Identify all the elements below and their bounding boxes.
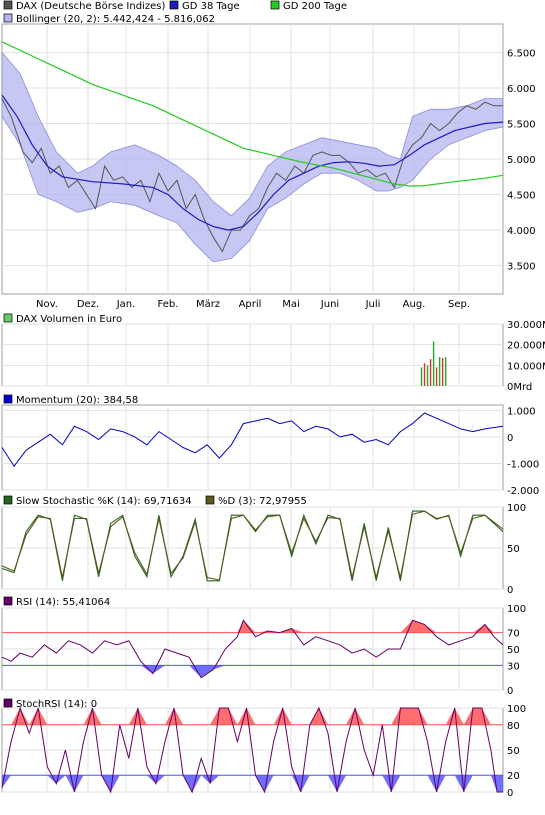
rsi-title: RSI (14): 55,41064 [16, 597, 110, 608]
momentum-ytick-label-1: 0 [507, 433, 513, 444]
stochrsi-ytick-label-4: 0 [507, 788, 513, 799]
x-tick-label-1: Dez. [77, 299, 99, 310]
stochastic-ytick-label-1: 50 [507, 544, 520, 555]
stochastic-ytick-label-2: 0 [507, 585, 513, 596]
x-tick-label-6: Mai [282, 299, 300, 310]
price-ytick-label-2: 5.500 [507, 119, 536, 130]
x-tick-label-10: Sep. [448, 299, 470, 310]
x-tick-label-5: April [239, 299, 262, 310]
price-legend-swatch-2 [270, 0, 280, 10]
price-series-1 [1, 94, 504, 231]
momentum-title: Momentum (20): 384,58 [16, 395, 138, 406]
momentum-ytick-label-2: -1.000 [507, 459, 539, 470]
price-ytick-label-5: 4.000 [507, 226, 536, 237]
stochastic-legend-label-1: %D (3): 72,97955 [218, 496, 307, 507]
volume-frame [1, 323, 504, 387]
rsi-ytick-label-4: 0 [507, 686, 513, 697]
momentum-ytick-label-3: -2.000 [507, 486, 539, 497]
price-legend-label-3: Bollinger (20, 2): 5.442,424 - 5.816,062 [16, 14, 215, 25]
rsi-legend-swatch [3, 596, 13, 606]
x-tick-label-4: März [196, 299, 220, 310]
stochastic-legend-swatch-1 [205, 495, 215, 505]
x-tick-label-7: Juni [320, 299, 339, 310]
volume-ytick-label-3: 0Mrd [507, 382, 532, 393]
price-ytick-label-0: 6.500 [507, 48, 536, 59]
stochrsi-oversold-fill [2, 775, 503, 792]
price-legend-label-0: DAX (Deutsche Börse Indizes) [16, 1, 165, 12]
x-tick-label-9: Aug. [403, 299, 426, 310]
stochrsi-title: StochRSI (14): 0 [16, 699, 97, 710]
rsi-series [1, 619, 504, 679]
price-ytick-label-3: 5.000 [507, 155, 536, 166]
momentum-ytick-label-0: 1.000 [507, 406, 536, 417]
stochrsi-series [1, 706, 503, 794]
rsi-ytick-label-3: 30 [507, 661, 520, 672]
price-legend-label-1: GD 38 Tage [182, 1, 240, 12]
price-ytick-label-4: 4.500 [507, 191, 536, 202]
price-ytick-label-6: 3.500 [507, 262, 536, 273]
stochastic-legend-label-0: Slow Stochastic %K (14): 69,71634 [16, 496, 192, 507]
price-legend-label-2: GD 200 Tage [283, 1, 347, 12]
stochastic-series-1 [1, 510, 504, 581]
price-legend-swatch-1 [169, 0, 179, 10]
rsi-ytick-label-1: 70 [507, 629, 520, 640]
momentum-legend-swatch [3, 394, 13, 404]
momentum-series [1, 412, 504, 467]
rsi-overbought-fill [2, 620, 503, 633]
x-tick-label-3: Feb. [158, 299, 179, 310]
stochastic-ytick-label-0: 100 [507, 503, 526, 514]
x-tick-label-0: Nov. [36, 299, 58, 310]
price-series-0 [1, 98, 503, 253]
price-ytick-label-1: 6.000 [507, 84, 536, 95]
momentum-frame [1, 404, 504, 491]
price-legend-swatch-0 [3, 0, 13, 10]
stochastic-legend-swatch-0 [3, 495, 13, 505]
stochrsi-overbought-fill [2, 708, 503, 725]
stochrsi-legend-swatch [3, 698, 13, 708]
volume-legend-swatch [3, 313, 13, 323]
price-legend-swatch-3 [3, 13, 13, 23]
x-tick-label-8: Juli [365, 299, 381, 310]
stochrsi-ytick-label-1: 80 [507, 721, 520, 732]
volume-title: DAX Volumen in Euro [16, 314, 122, 325]
stochrsi-ytick-label-2: 50 [507, 746, 520, 757]
rsi-ytick-label-2: 50 [507, 645, 520, 656]
stochrsi-ytick-label-0: 100 [507, 704, 526, 715]
x-tick-label-2: Jan. [116, 299, 136, 310]
price-series-2 [1, 41, 504, 187]
stochrsi-ytick-label-3: 20 [507, 771, 520, 782]
bollinger-band [1, 51, 504, 263]
rsi-ytick-label-0: 100 [507, 604, 526, 615]
